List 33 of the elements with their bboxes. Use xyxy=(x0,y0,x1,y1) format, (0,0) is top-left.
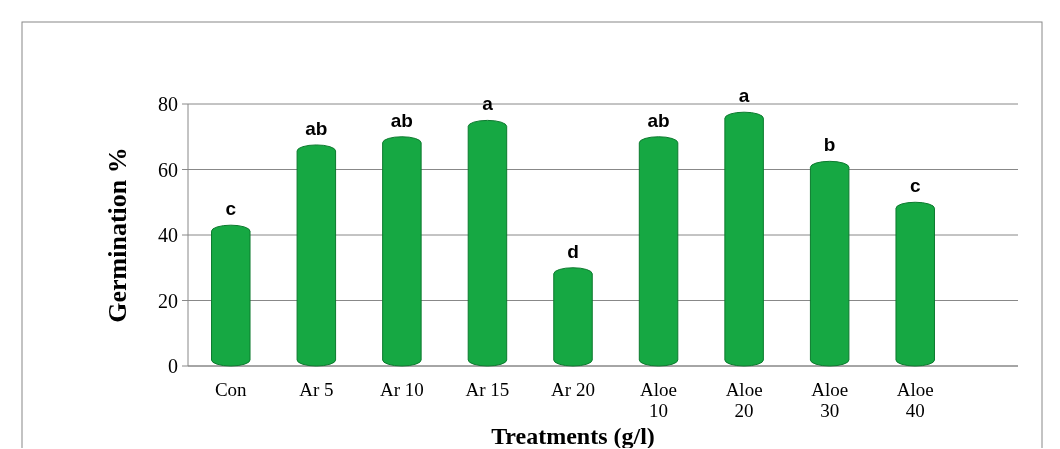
annotation: a xyxy=(738,85,750,107)
bar xyxy=(553,267,593,367)
x-tick-label: Ar 20 xyxy=(551,379,595,400)
x-tick-label: Aloe 30 xyxy=(811,379,849,421)
y-tick-label: 0 xyxy=(168,355,178,377)
annotation: d xyxy=(567,240,579,262)
annotation: ab xyxy=(390,109,413,131)
y-tick-label: 40 xyxy=(158,224,178,246)
x-tick-label: Ar 5 xyxy=(299,379,334,400)
y-axis-title: Germination % xyxy=(103,147,132,323)
annotation: b xyxy=(823,134,836,156)
bar xyxy=(467,119,508,367)
x-tick-label: Con xyxy=(214,379,248,400)
y-tick-label: 20 xyxy=(158,289,178,312)
annotation: ab xyxy=(305,117,328,139)
bar xyxy=(724,111,764,367)
y-tick-label: 60 xyxy=(158,158,178,181)
y-tick-label: 80 xyxy=(158,93,178,115)
annotation: c xyxy=(909,175,921,197)
bar xyxy=(638,136,679,367)
x-tick-label: Aloe 40 xyxy=(896,379,934,421)
bar xyxy=(382,136,422,367)
x-tick-label: Ar 10 xyxy=(379,379,424,400)
x-tick-label: Ar 15 xyxy=(465,379,510,400)
annotation: ab xyxy=(647,109,670,131)
x-tick-label: Aloe 20 xyxy=(725,379,763,421)
annotation: a xyxy=(482,93,494,115)
bar xyxy=(809,160,850,367)
x-tick-label: Aloe 10 xyxy=(640,379,678,421)
bar xyxy=(211,224,251,367)
annotation: c xyxy=(225,198,237,220)
bar xyxy=(895,201,935,367)
bar xyxy=(296,144,337,367)
